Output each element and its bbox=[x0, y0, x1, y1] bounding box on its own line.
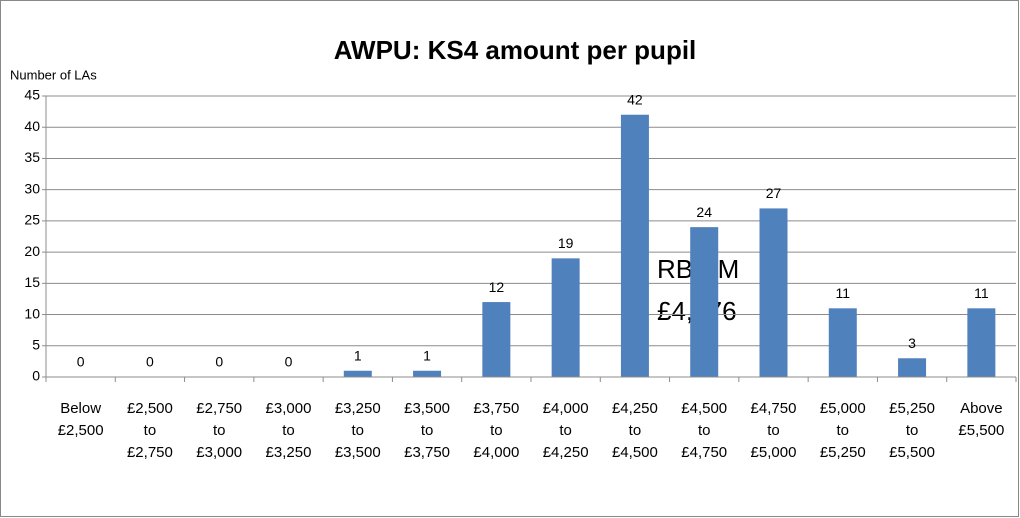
x-tick-label: £5,250 bbox=[820, 444, 866, 461]
y-tick-label: 25 bbox=[24, 212, 40, 228]
y-tick-label: 30 bbox=[24, 180, 40, 196]
x-tick-label: £5,250 bbox=[889, 400, 935, 417]
x-tick-label: £4,750 bbox=[681, 444, 727, 461]
x-tick-label: £5,500 bbox=[958, 422, 1004, 439]
x-tick-label: £5,000 bbox=[751, 444, 797, 461]
x-tick-label: to bbox=[282, 422, 295, 439]
bar bbox=[413, 370, 442, 377]
x-tick-label: £2,500 bbox=[127, 400, 173, 417]
x-tick-label: to bbox=[906, 422, 919, 439]
bar bbox=[898, 358, 927, 377]
data-label: 12 bbox=[489, 279, 505, 295]
data-label: 0 bbox=[146, 354, 154, 370]
x-tick-label: £2,750 bbox=[196, 400, 242, 417]
data-label: 11 bbox=[974, 285, 989, 301]
x-tick-label: to bbox=[559, 422, 572, 439]
x-tick-label: £4,250 bbox=[543, 444, 589, 461]
data-label: 24 bbox=[696, 204, 712, 220]
y-tick-label: 5 bbox=[32, 336, 40, 352]
data-label: 1 bbox=[354, 347, 362, 363]
bar bbox=[343, 370, 372, 377]
x-tick-label: to bbox=[213, 422, 226, 439]
data-label: 27 bbox=[766, 185, 782, 201]
x-tick-label: £3,500 bbox=[404, 400, 450, 417]
x-tick-label: £4,500 bbox=[681, 400, 727, 417]
x-tick-label: £5,500 bbox=[889, 444, 935, 461]
x-tick-label: £3,250 bbox=[266, 444, 312, 461]
x-tick-label: to bbox=[767, 422, 780, 439]
data-label: 3 bbox=[908, 335, 916, 351]
data-label: 11 bbox=[836, 285, 851, 301]
x-tick-label: to bbox=[698, 422, 711, 439]
bar bbox=[482, 302, 511, 377]
y-tick-label: 0 bbox=[32, 368, 40, 384]
y-tick-label: 40 bbox=[24, 118, 40, 134]
bar bbox=[759, 208, 788, 377]
x-tick-label: £4,500 bbox=[612, 444, 658, 461]
data-label: 0 bbox=[285, 354, 293, 370]
x-tick-label: Above bbox=[960, 400, 1003, 417]
bar bbox=[620, 114, 649, 377]
data-label: 42 bbox=[627, 91, 643, 107]
x-tick-label: £2,750 bbox=[127, 444, 173, 461]
y-tick-label: 35 bbox=[24, 149, 40, 165]
y-tick-label: 10 bbox=[24, 305, 40, 321]
x-tick-label: £4,250 bbox=[612, 400, 658, 417]
data-label: 0 bbox=[77, 354, 85, 370]
x-tick-label: to bbox=[490, 422, 503, 439]
data-label: 19 bbox=[558, 235, 574, 251]
y-axis-label: Number of LAs bbox=[10, 67, 97, 82]
x-tick-label: £3,750 bbox=[473, 400, 519, 417]
bar bbox=[828, 308, 857, 377]
x-tick-label: £3,500 bbox=[335, 444, 381, 461]
bar bbox=[690, 227, 719, 377]
x-tick-label: £2,500 bbox=[58, 422, 104, 439]
x-tick-label: to bbox=[837, 422, 850, 439]
x-tick-label: to bbox=[629, 422, 642, 439]
y-tick-label: 45 bbox=[24, 87, 40, 103]
y-tick-label: 20 bbox=[24, 243, 40, 259]
x-tick-label: £4,000 bbox=[543, 400, 589, 417]
x-tick-label: £4,000 bbox=[473, 444, 519, 461]
data-label: 1 bbox=[423, 347, 431, 363]
y-tick-label: 15 bbox=[24, 274, 40, 290]
bar bbox=[967, 308, 996, 377]
x-tick-label: Below bbox=[60, 400, 101, 417]
data-label: 0 bbox=[215, 354, 223, 370]
x-tick-label: £3,000 bbox=[196, 444, 242, 461]
x-tick-label: £5,000 bbox=[820, 400, 866, 417]
bar bbox=[551, 258, 580, 377]
x-tick-label: to bbox=[421, 422, 434, 439]
x-tick-label: £4,750 bbox=[751, 400, 797, 417]
x-tick-label: to bbox=[144, 422, 157, 439]
x-tick-label: £3,750 bbox=[404, 444, 450, 461]
x-tick-label: £3,250 bbox=[335, 400, 381, 417]
chart-title: AWPU: KS4 amount per pupil bbox=[334, 35, 697, 65]
x-tick-label: £3,000 bbox=[266, 400, 312, 417]
x-tick-label: to bbox=[352, 422, 365, 439]
